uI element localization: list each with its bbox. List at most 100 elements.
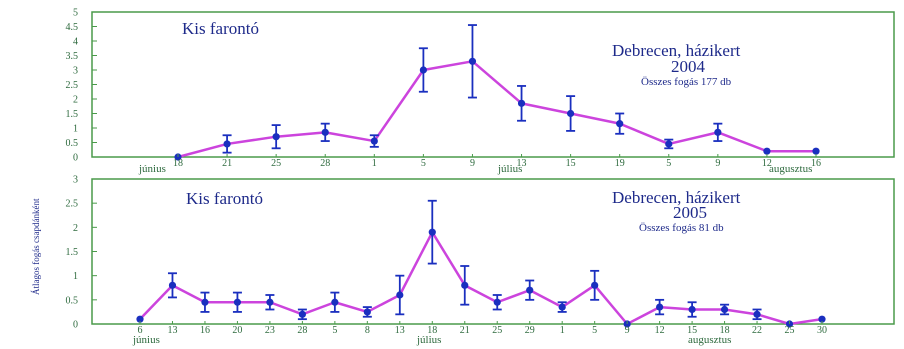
chart-panel-2004: 00.511.522.533.544.55 18 21 25 28 1 5 9 13 15 19 5… (66, 8, 895, 175)
location-label: Debrecen, házikert (612, 41, 741, 60)
series (136, 199, 826, 328)
data-point (517, 99, 526, 107)
x-tick-label: 15 (687, 325, 697, 336)
x-axis: 6 13 16 20 23 28 5 8 13 18 21 25 29 1 5 9 12 15 18 22 25 30 (138, 321, 827, 336)
month-label-august: augusztus (688, 334, 731, 346)
data-point (526, 286, 534, 294)
x-tick-label: 16 (200, 325, 210, 336)
x-tick-label: 1 (372, 158, 377, 169)
x-tick-label: 13 (167, 325, 177, 336)
data-point (136, 315, 144, 323)
y-tick-label: 1.5 (66, 109, 79, 120)
data-point (493, 298, 501, 306)
data-point (363, 308, 371, 316)
y-tick-label: 3 (73, 175, 78, 186)
x-tick-label: 5 (666, 158, 671, 169)
x-tick-label: 5 (592, 325, 597, 336)
x-tick-label: 25 (492, 325, 502, 336)
series-line (139, 230, 823, 326)
x-tick-label: 6 (138, 325, 143, 336)
x-tick-label: 18 (173, 158, 183, 169)
data-point (818, 315, 826, 323)
x-tick-label: 28 (320, 158, 330, 169)
y-tick-label: 2.5 (66, 80, 79, 91)
y-tick-label: 4.5 (66, 22, 79, 33)
x-tick-label: 23 (265, 325, 275, 336)
data-point (168, 281, 177, 289)
x-axis: 18 21 25 28 1 5 9 13 15 19 5 9 12 16 (173, 154, 821, 169)
year-label: 2004 (671, 57, 706, 76)
data-point (419, 66, 427, 74)
x-tick-label: 21 (222, 158, 232, 169)
x-tick-label: 13 (395, 325, 405, 336)
x-tick-label: 12 (762, 158, 772, 169)
data-point (223, 140, 231, 148)
y-axis: 0 0.5 1 1.5 2 2.5 3 (66, 175, 97, 331)
month-label-july: július (497, 163, 522, 175)
y-tick-label: 4 (73, 37, 78, 48)
x-tick-label: 19 (615, 158, 625, 169)
data-point (567, 109, 575, 118)
y-tick-label: 5 (73, 8, 78, 19)
x-tick-label: 16 (811, 158, 821, 169)
data-point (558, 303, 566, 311)
x-tick-label: 5 (421, 158, 426, 169)
y-axis: 0 0.5 1 1.5 2 2.5 3 3.5 4 4.5 5 (66, 8, 97, 164)
x-tick-label: 22 (752, 325, 762, 336)
y-tick-label: 3.5 (66, 51, 79, 62)
series-line (177, 60, 816, 159)
x-tick-label: 15 (566, 158, 576, 169)
y-tick-label: 2 (73, 223, 78, 234)
x-tick-label: 20 (232, 325, 242, 336)
data-point (591, 281, 599, 289)
y-tick-label: 1.5 (66, 247, 79, 258)
series (174, 24, 820, 161)
data-point (461, 281, 469, 289)
x-tick-label: 25 (785, 325, 795, 336)
y-tick-label: 1 (73, 271, 78, 282)
data-point (616, 120, 624, 128)
data-point (763, 147, 771, 155)
total-catch-label: Összes fogás 177 db (641, 76, 732, 88)
x-tick-label: 30 (817, 325, 827, 336)
chart-title: Kis farontó (182, 19, 259, 38)
data-point (298, 310, 306, 318)
x-tick-label: 9 (715, 158, 720, 169)
month-label-august: augusztus (769, 163, 812, 175)
x-tick-label: 18 (720, 325, 730, 336)
data-point (370, 137, 378, 145)
data-point (266, 298, 274, 306)
y-tick-label: 2.5 (66, 199, 79, 210)
y-tick-label: 0 (73, 320, 78, 331)
month-label-july: július (416, 334, 441, 346)
data-point (468, 57, 477, 65)
y-tick-label: 3 (73, 66, 78, 77)
data-point (428, 228, 436, 236)
data-point (272, 133, 280, 141)
y-tick-label: 0 (73, 153, 78, 164)
data-point (714, 128, 722, 136)
x-tick-label: 9 (470, 158, 475, 169)
x-tick-label: 21 (460, 325, 470, 336)
data-point (321, 128, 329, 136)
data-point (331, 298, 339, 306)
chart-title: Kis farontó (186, 189, 263, 208)
data-point (665, 140, 673, 148)
data-point (812, 147, 820, 155)
data-point (720, 305, 729, 314)
x-tick-label: 8 (365, 325, 370, 336)
data-point (688, 305, 696, 314)
y-tick-label: 0.5 (66, 138, 79, 149)
data-point (753, 310, 761, 318)
x-tick-label: 12 (655, 325, 665, 336)
x-tick-label: 5 (332, 325, 337, 336)
location-label: Debrecen, házikert (612, 188, 741, 207)
x-tick-label: 9 (625, 325, 630, 336)
x-tick-label: 28 (297, 325, 307, 336)
y-tick-label: 0.5 (66, 295, 79, 306)
data-point (396, 291, 404, 299)
data-point (233, 298, 242, 306)
year-label: 2005 (673, 203, 707, 222)
x-tick-label: 13 (517, 158, 527, 169)
